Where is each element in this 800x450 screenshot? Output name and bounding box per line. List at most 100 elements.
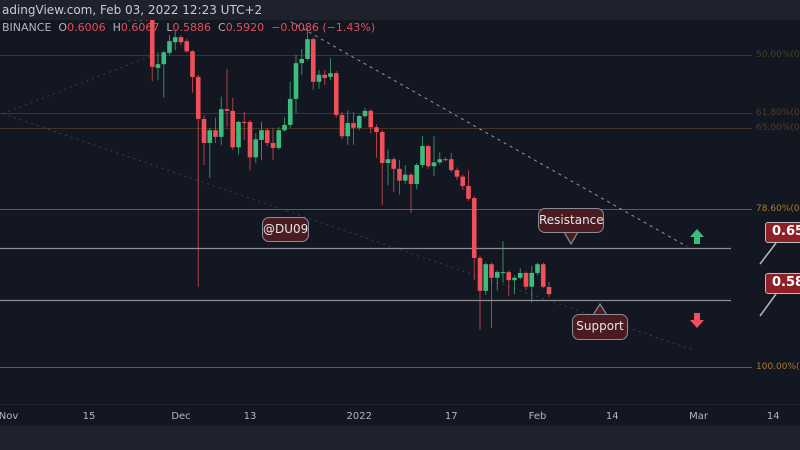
candle[interactable] bbox=[224, 68, 230, 128]
candle-body bbox=[374, 127, 379, 133]
candle[interactable] bbox=[190, 50, 195, 93]
candle[interactable] bbox=[345, 110, 351, 145]
candle-body bbox=[385, 159, 391, 164]
candle[interactable] bbox=[149, 15, 155, 82]
candle[interactable] bbox=[270, 127, 276, 160]
candle[interactable] bbox=[471, 196, 477, 281]
candle-body bbox=[397, 168, 402, 181]
candle[interactable] bbox=[299, 49, 305, 75]
candle[interactable] bbox=[425, 144, 431, 169]
candle[interactable] bbox=[310, 37, 316, 90]
candle-body bbox=[402, 174, 408, 181]
candle[interactable] bbox=[506, 270, 512, 296]
candle[interactable] bbox=[167, 35, 172, 55]
candle[interactable] bbox=[155, 52, 161, 81]
candle-body bbox=[259, 130, 264, 140]
candle[interactable] bbox=[402, 164, 408, 184]
candle-body bbox=[448, 159, 454, 171]
trendline[interactable] bbox=[2, 54, 153, 115]
candle[interactable] bbox=[333, 71, 339, 118]
candle[interactable] bbox=[184, 39, 190, 53]
candle[interactable] bbox=[368, 109, 374, 134]
x-tick-label: 14 bbox=[766, 411, 780, 422]
low-label: L bbox=[166, 21, 173, 34]
candle-body bbox=[368, 110, 374, 128]
candle-body bbox=[253, 139, 259, 158]
candle[interactable] bbox=[195, 74, 201, 287]
candle[interactable] bbox=[351, 112, 356, 145]
candle[interactable] bbox=[477, 255, 483, 330]
candle[interactable] bbox=[293, 54, 299, 114]
candle[interactable] bbox=[466, 170, 471, 201]
candle[interactable] bbox=[264, 127, 270, 147]
candle-body bbox=[512, 277, 517, 281]
candle-body bbox=[477, 257, 483, 291]
candle[interactable] bbox=[161, 51, 167, 98]
candle[interactable] bbox=[397, 159, 402, 195]
candle[interactable] bbox=[356, 114, 362, 131]
candle[interactable] bbox=[431, 136, 437, 176]
candle[interactable] bbox=[230, 97, 236, 150]
candle[interactable] bbox=[443, 157, 448, 162]
candle[interactable] bbox=[178, 35, 184, 46]
candle-body bbox=[322, 74, 328, 78]
candle[interactable] bbox=[253, 133, 259, 164]
candle[interactable] bbox=[546, 282, 552, 298]
candle[interactable] bbox=[385, 149, 391, 186]
candle[interactable] bbox=[213, 117, 218, 143]
candle[interactable] bbox=[494, 270, 500, 291]
candle[interactable] bbox=[201, 114, 207, 165]
candle[interactable] bbox=[236, 120, 241, 155]
low-value: 0.5886 bbox=[172, 21, 212, 34]
candle[interactable] bbox=[259, 121, 264, 160]
trendline[interactable] bbox=[284, 17, 688, 247]
candle[interactable] bbox=[379, 130, 385, 206]
candle[interactable] bbox=[454, 167, 460, 180]
arrow-up-icon bbox=[690, 229, 704, 244]
candle[interactable] bbox=[512, 275, 517, 295]
x-tick-label: 14 bbox=[605, 411, 619, 422]
candle[interactable] bbox=[282, 117, 287, 133]
x-tick-label: 13 bbox=[243, 411, 257, 422]
candle[interactable] bbox=[517, 268, 523, 280]
candle[interactable] bbox=[529, 265, 535, 303]
candle[interactable] bbox=[328, 57, 333, 81]
candle[interactable] bbox=[408, 172, 414, 213]
candle[interactable] bbox=[322, 69, 328, 86]
candle[interactable] bbox=[420, 136, 425, 168]
candle[interactable] bbox=[535, 262, 540, 276]
time-axis[interactable]: Nov 15 Dec 13 2022 17 Feb 14 Mar 14 bbox=[0, 404, 800, 427]
candle[interactable] bbox=[437, 152, 443, 165]
candle[interactable] bbox=[218, 96, 224, 145]
fib-label: 61.80%(0.85 bbox=[756, 107, 800, 118]
candle[interactable] bbox=[362, 107, 368, 118]
candle[interactable] bbox=[448, 152, 454, 173]
candle[interactable] bbox=[489, 262, 494, 328]
candle[interactable] bbox=[414, 163, 420, 190]
trendline[interactable] bbox=[2, 113, 693, 351]
candle[interactable] bbox=[172, 29, 178, 51]
candle[interactable] bbox=[276, 127, 282, 150]
candle[interactable] bbox=[460, 174, 466, 190]
candle[interactable] bbox=[207, 127, 213, 178]
candlestick-chart[interactable] bbox=[0, 0, 800, 404]
candle-body bbox=[414, 164, 420, 184]
candle[interactable] bbox=[391, 157, 397, 193]
candle[interactable] bbox=[483, 262, 489, 296]
candle[interactable] bbox=[305, 27, 310, 61]
candle-body bbox=[201, 118, 207, 143]
fib-label: 100.00%(0.5 bbox=[756, 361, 800, 372]
candle[interactable] bbox=[287, 81, 293, 128]
support-resistance-lines bbox=[0, 247, 731, 302]
candle[interactable] bbox=[500, 241, 506, 283]
candle[interactable] bbox=[540, 262, 546, 289]
candle-body bbox=[466, 185, 471, 199]
candle[interactable] bbox=[523, 271, 529, 291]
candle[interactable] bbox=[339, 112, 345, 140]
support-price-label: 0.585 bbox=[765, 273, 800, 294]
candle[interactable] bbox=[374, 124, 379, 158]
candle[interactable] bbox=[247, 120, 253, 171]
candle[interactable] bbox=[316, 69, 322, 89]
candle-body bbox=[425, 146, 431, 167]
candle[interactable] bbox=[241, 112, 247, 140]
